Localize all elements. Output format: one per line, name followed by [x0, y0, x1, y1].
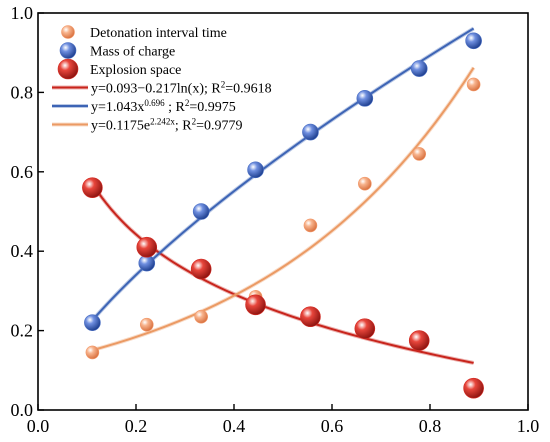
- legend-fit-text-part: y=0.1175e: [91, 119, 150, 134]
- data-point-explosion-space: [408, 330, 430, 351]
- x-tick-label: 0.6: [321, 416, 344, 436]
- legend-label-detonation-interval-time: Detonation interval time: [90, 26, 227, 41]
- legend: Detonation interval time Mass of charge Ex…: [52, 25, 272, 134]
- data-point-explosion-space: [82, 177, 103, 198]
- legend-label-mass-of-charge: Mass of charge: [90, 45, 175, 60]
- fit-curves-layer: [90, 26, 476, 365]
- legend-fit-label-explosion-space: y=0.093−0.217ln(x); R2=0.9618: [91, 80, 272, 97]
- data-point-mass-of-charge: [84, 314, 101, 331]
- data-point-explosion-space: [190, 258, 212, 280]
- y-tick-label: 0.2: [11, 321, 34, 341]
- legend-fit-text-part: =0.9975: [189, 100, 235, 115]
- y-tick-label: 0.6: [11, 162, 34, 182]
- legend-fit-text-part: 2: [221, 80, 226, 90]
- data-point-explosion-space: [136, 236, 158, 258]
- legend-fit-text-part: ; R: [165, 100, 186, 115]
- legend-label-explosion-space: Explosion space: [90, 63, 181, 78]
- legend-marker-mass-of-charge: [59, 42, 77, 59]
- legend-fit-text-part: =0.9618: [225, 82, 271, 97]
- data-point-detonation-interval-time: [466, 77, 481, 92]
- axes-layer: 0.0 0.2 0.4 0.6 0.8 1.0 0.0 0.2 0.4 0.6 0.8 1.0: [11, 3, 540, 436]
- y-tick-label: 0.4: [11, 241, 34, 261]
- data-point-mass-of-charge: [192, 203, 210, 220]
- data-point-detonation-interval-time: [303, 218, 318, 233]
- legend-marker-explosion-space: [57, 58, 79, 80]
- data-point-detonation-interval-time: [358, 176, 372, 191]
- data-points-layer: [82, 32, 484, 399]
- legend-fit-label-mass-of-charge: y=1.043x0.696 ; R2=0.9975: [91, 98, 236, 115]
- x-tick-label: 0.4: [223, 416, 246, 436]
- data-point-detonation-interval-time: [139, 317, 154, 332]
- legend-fit-text-part: 2.242x: [150, 117, 175, 127]
- x-tick-label: 1.0: [517, 416, 540, 436]
- legend-fit-text-part: 0.696: [144, 98, 165, 108]
- legend-marker-detonation-interval-time: [61, 25, 75, 39]
- fit-curve-mass-of-charge: [91, 27, 475, 322]
- data-point-detonation-interval-time: [412, 147, 427, 161]
- data-point-mass-of-charge: [465, 32, 482, 50]
- fit-curve-glow-detonation-interval-time: [91, 66, 476, 353]
- legend-fit-text-part: =0.9779: [196, 119, 242, 134]
- data-point-explosion-space: [463, 377, 484, 399]
- legend-fit-text-part: y=1.043x: [91, 100, 144, 115]
- y-tick-label: 0.8: [11, 82, 34, 102]
- fit-curve-detonation-interval-time: [92, 67, 475, 352]
- x-tick-label: 0.2: [125, 416, 148, 436]
- data-point-mass-of-charge: [302, 123, 319, 141]
- legend-fit-text-part: y=0.093−0.217ln(x); R: [91, 82, 221, 97]
- x-tick-label: 0.0: [27, 416, 50, 436]
- data-point-mass-of-charge: [356, 90, 374, 107]
- y-tick-label: 1.0: [11, 3, 34, 23]
- legend-fit-text-part: 2: [192, 117, 197, 127]
- data-point-mass-of-charge: [410, 60, 428, 77]
- legend-fit-label-detonation-interval-time: y=0.1175e2.242x; R2=0.9779: [91, 117, 242, 134]
- legend-fit-text-part: ; R: [175, 119, 192, 134]
- data-point-detonation-interval-time: [194, 309, 208, 324]
- legend-fit-text-part: 2: [185, 98, 190, 108]
- data-point-explosion-space: [245, 294, 266, 316]
- data-point-detonation-interval-time: [85, 345, 100, 360]
- data-point-explosion-space: [354, 318, 376, 339]
- data-point-mass-of-charge: [247, 161, 264, 179]
- y-tick-label: 0.0: [11, 400, 34, 420]
- plot-frame: [37, 12, 529, 411]
- data-point-explosion-space: [300, 306, 321, 328]
- x-tick-label: 0.8: [419, 416, 442, 436]
